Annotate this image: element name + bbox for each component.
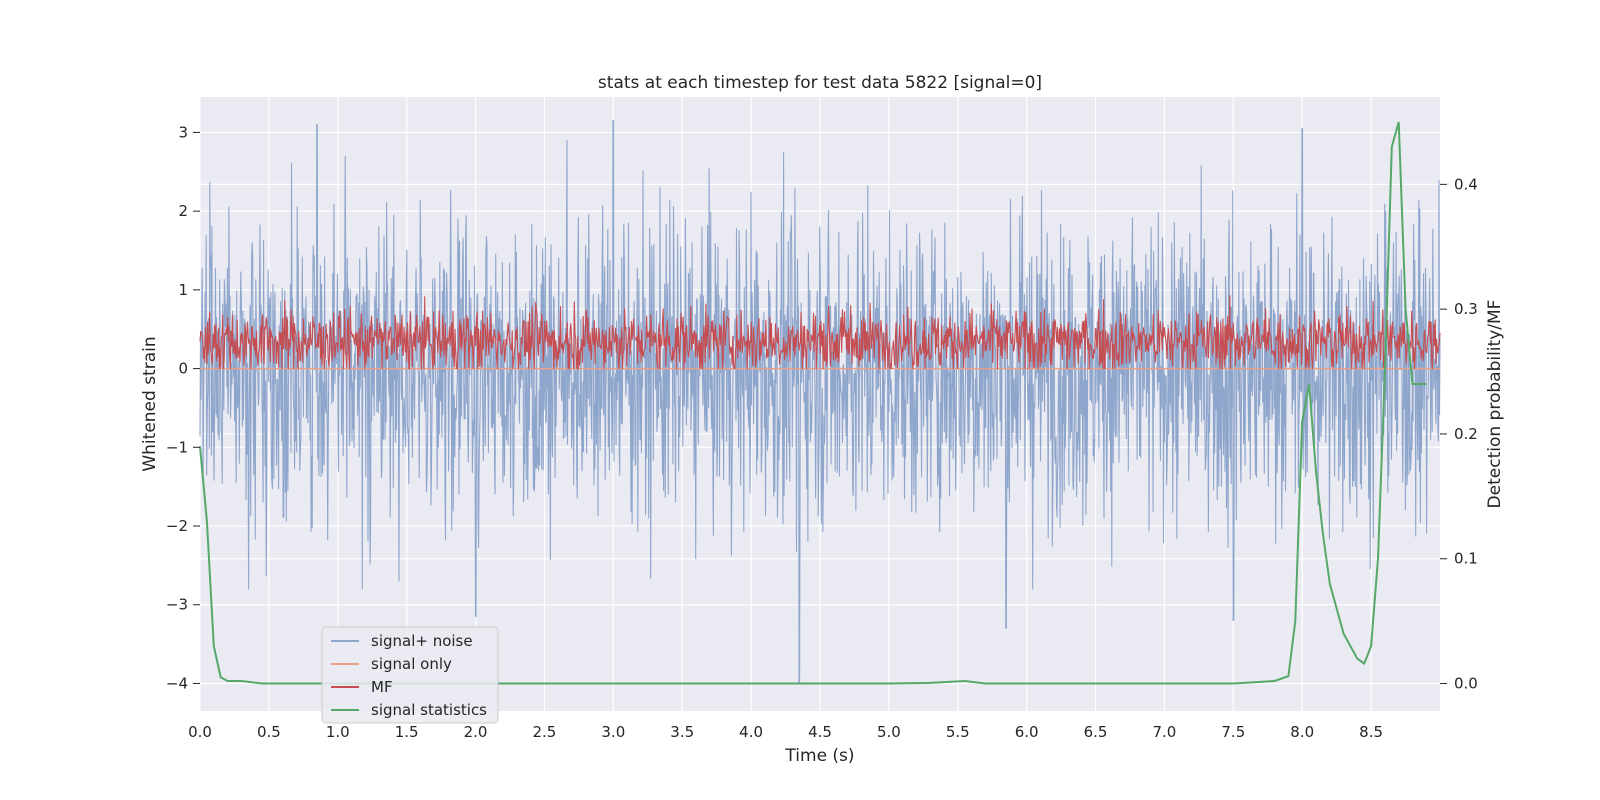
y-tick-label: −4 [166,674,188,692]
y-tick-label: −3 [166,596,188,614]
x-tick-label: 3.0 [601,723,625,741]
x-tick-label: 6.5 [1084,723,1108,741]
y-tick-label: −2 [166,517,188,535]
legend-label: signal statistics [371,701,487,719]
legend: signal+ noise signal only MF signal statist… [321,626,499,724]
y-tick-label: 2 [178,202,188,220]
x-tick-label: 5.0 [877,723,901,741]
x-tick-label: 0.0 [188,723,212,741]
y2-tick-label: 0.0 [1454,675,1478,693]
x-axis-label: Time (s) [784,746,854,766]
x-tick-label: 2.5 [533,723,557,741]
y2-tick-label: 0.2 [1454,425,1478,443]
y-axis-label: Whitened strain [140,336,160,471]
x-tick-label: 0.5 [257,723,281,741]
x-tick-label: 6.0 [1015,723,1039,741]
series-signal-statistics [199,121,1427,685]
y2-axis-label: Detection probability/MF [1485,300,1505,509]
legend-label: signal+ noise [371,632,473,650]
y-tick-label: −1 [166,438,188,456]
x-tick-label: 8.0 [1290,723,1314,741]
y2-tick-label: 0.1 [1454,550,1478,568]
y2-tick-label: 0.4 [1454,175,1478,193]
series-layer [199,120,1441,685]
legend-label: signal only [371,655,452,673]
y-tick-label: 1 [178,281,188,299]
x-tick-label: 1.0 [326,723,350,741]
x-tick-label: 5.5 [946,723,970,741]
x-tick-label: 8.5 [1359,723,1383,741]
axis-layer: 0.0 0.5 1.0 1.5 2.0 2.5 3.0 3.5 4.0 4.5 5.0 5.5 6.0 6… [166,123,1478,741]
series-mf [199,294,1441,370]
x-tick-label: 7.5 [1221,723,1245,741]
series-signal-noise [199,120,1441,684]
x-tick-label: 4.0 [739,723,763,741]
x-tick-label: 7.0 [1153,723,1177,741]
y-tick-label: 3 [178,123,188,141]
y2-tick-label: 0.3 [1454,300,1478,318]
x-tick-label: 2.0 [464,723,488,741]
x-tick-label: 3.5 [670,723,694,741]
chart-title: stats at each timestep for test data 582… [598,73,1042,93]
legend-box [321,626,499,724]
legend-label: MF [371,678,393,696]
x-tick-label: 4.5 [808,723,832,741]
x-tick-label: 1.5 [395,723,419,741]
y-tick-label: 0 [178,360,188,378]
